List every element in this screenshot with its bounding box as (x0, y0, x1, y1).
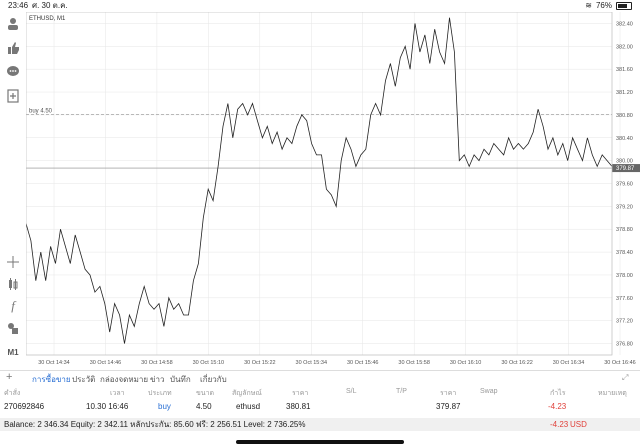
order-current-price: 379.87 (436, 402, 461, 411)
x-tick-label: 30 Oct 16:34 (553, 360, 585, 366)
clock: 23:46 (8, 1, 29, 10)
x-tick-label: 30 Oct 15:58 (398, 360, 430, 366)
symbol-label: ETHUSD, M1 (29, 16, 66, 22)
price-series-line (26, 17, 613, 344)
col-size: ขนาด (196, 390, 215, 397)
col-swap: Swap (480, 388, 498, 395)
battery-icon (616, 2, 632, 10)
x-tick-label: 30 Oct 15:10 (193, 360, 225, 366)
x-tick-label: 30 Oct 16:10 (450, 360, 482, 366)
crosshair-icon[interactable] (5, 254, 21, 270)
tab-history[interactable]: ประวัติ (72, 375, 96, 384)
current-price-label: 379.87 (616, 166, 635, 172)
tab-trade[interactable]: การซื้อขาย (32, 375, 71, 384)
chart-frame (26, 12, 613, 356)
x-tick-label: 30 Oct 15:46 (347, 360, 379, 366)
x-tick-label: 30 Oct 16:22 (501, 360, 533, 366)
y-tick-label: 379.20 (616, 204, 633, 210)
col-order: คำสั่ง (4, 390, 21, 397)
order-symbol: ethusd (236, 402, 261, 411)
currency: USD (570, 420, 587, 429)
battery-percent: 76% (595, 1, 612, 10)
y-tick-label: 377.60 (616, 296, 633, 302)
candles-icon[interactable] (5, 276, 21, 292)
total-profit: -4.23 (550, 420, 569, 429)
y-tick-label: 378.40 (616, 250, 633, 256)
add-order-icon[interactable]: + (6, 371, 13, 383)
order-price: 380.81 (286, 402, 311, 411)
status-bar: 23:46 ศ. 30 ต.ค. ≋ 76% (0, 0, 640, 12)
objects-icon[interactable] (5, 320, 21, 336)
person-icon[interactable] (5, 16, 21, 32)
y-tick-label: 381.60 (616, 67, 633, 73)
y-tick-label: 382.40 (616, 21, 633, 27)
table-header: คำสั่ง เวลา ประเภท ขนาด สัญลักษณ์ ราคา S… (0, 388, 640, 398)
y-tick-label: 379.60 (616, 182, 633, 188)
price-chart[interactable]: 382.40 382.00 381.60 381.20 380.80 380.40 380.… (26, 12, 640, 370)
current-price-box (612, 164, 640, 173)
left-toolbar: f M1 (0, 14, 26, 370)
col-comment: หมายเหตุ (598, 390, 627, 397)
add-document-icon[interactable] (5, 88, 21, 104)
col-profit: กำไร (550, 390, 566, 397)
x-tick-label: 30 Oct 14:58 (141, 360, 173, 366)
chat-icon[interactable] (5, 64, 21, 80)
col-time: เวลา (110, 390, 125, 397)
y-tick-label: 380.00 (616, 159, 633, 165)
wifi-icon: ≋ (585, 1, 592, 10)
col-type: ประเภท (148, 390, 172, 397)
battery-level (618, 4, 628, 8)
tab-mailbox[interactable]: กล่องจดหมาย (100, 375, 149, 384)
y-tick-label: 382.00 (616, 44, 633, 50)
timeframe-button[interactable]: M1 (7, 347, 19, 357)
terminal-tabs: + การซื้อขาย ประวัติ กล่องจดหมาย ข่าว บั… (0, 370, 640, 386)
x-tick-label: 30 Oct 16:46 (604, 360, 636, 366)
table-row[interactable]: 270692846 10.30 16:46 buy 4.50 ethusd 38… (0, 402, 640, 414)
col-price: ราคา (292, 390, 309, 397)
y-tick-label: 378.80 (616, 227, 633, 233)
y-tick-label: 380.40 (616, 136, 633, 142)
tab-journal[interactable]: บันทึก (170, 375, 191, 384)
col-symbol: สัญลักษณ์ (232, 390, 262, 397)
col-sl: S/L (346, 388, 357, 395)
y-tick-label: 377.20 (616, 319, 633, 325)
y-tick-label: 376.80 (616, 342, 633, 348)
x-tick-label: 30 Oct 14:46 (90, 360, 122, 366)
thumbs-icon[interactable] (5, 40, 21, 56)
tab-about[interactable]: เกี่ยวกับ (200, 375, 227, 384)
order-size: 4.50 (196, 402, 212, 411)
y-tick-label: 381.20 (616, 90, 633, 96)
date: ศ. 30 ต.ค. (32, 1, 68, 10)
buy-order-label: buy 4.50 (29, 108, 53, 114)
x-tick-label: 30 Oct 15:34 (296, 360, 328, 366)
col-tp: T/P (396, 388, 407, 395)
x-tick-label: 30 Oct 15:22 (244, 360, 276, 366)
order-id: 270692846 (4, 402, 45, 411)
balance-bar: Balance: 2 346.34 Equity: 2 342.11 หลักป… (0, 418, 640, 431)
tab-news[interactable]: ข่าว (150, 375, 165, 384)
x-tick-label: 30 Oct 14:34 (38, 360, 70, 366)
home-indicator (236, 440, 404, 444)
balance-summary: Balance: 2 346.34 Equity: 2 342.11 หลักป… (4, 420, 306, 429)
y-tick-label: 378.00 (616, 273, 633, 279)
order-time: 10.30 16:46 (86, 402, 129, 411)
expand-icon[interactable]: ⤢ (622, 373, 629, 382)
col-current-price: ราคา (440, 390, 457, 397)
y-tick-label: 380.80 (616, 113, 633, 119)
function-icon[interactable]: f (11, 298, 15, 313)
order-type: buy (158, 402, 171, 411)
order-profit: -4.23 (548, 402, 567, 411)
